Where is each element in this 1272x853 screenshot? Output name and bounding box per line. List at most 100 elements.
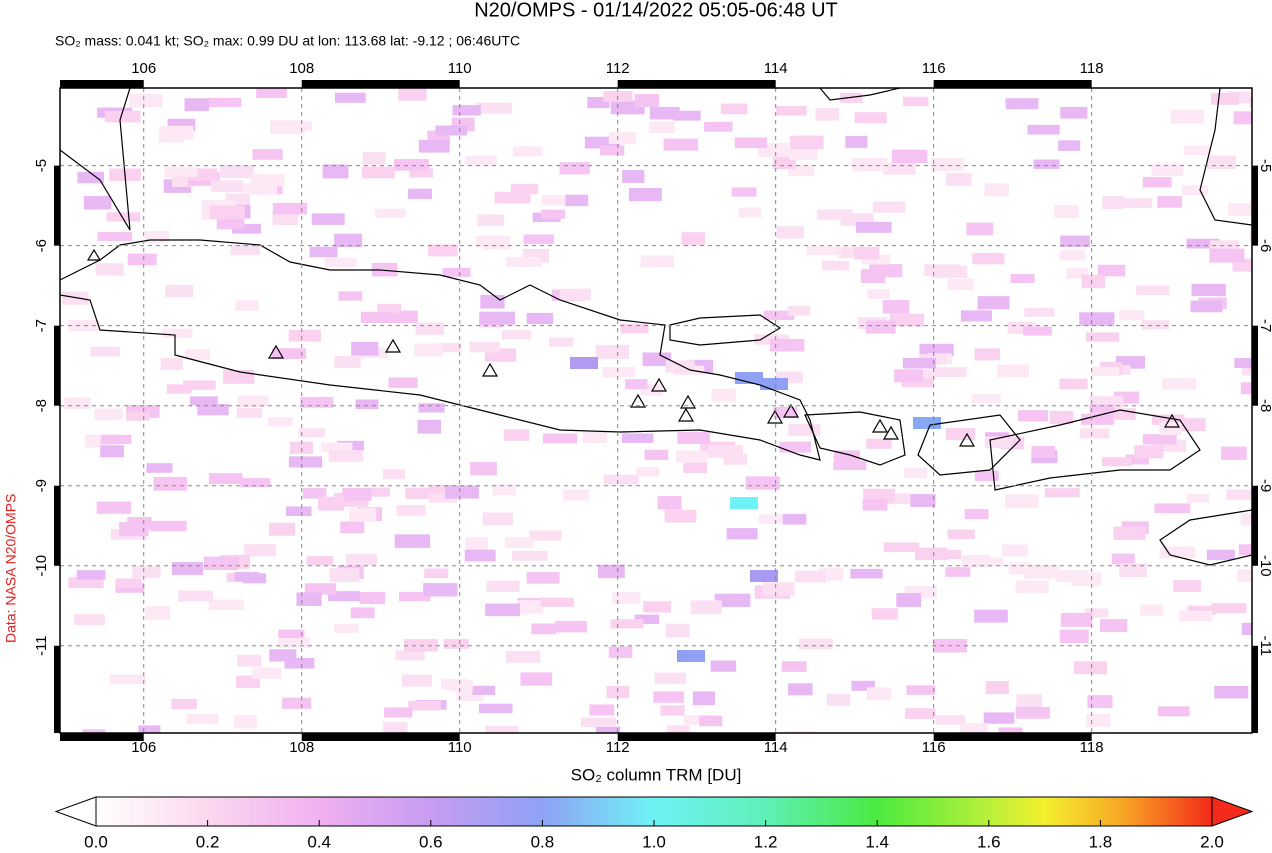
lon-tick-label-bottom: 106 [131, 739, 156, 756]
background-pixel [109, 674, 146, 685]
background-pixel [1240, 512, 1252, 526]
colorbar-tick-label: 1.4 [865, 832, 889, 851]
background-pixel [492, 484, 516, 496]
background-pixel [1113, 526, 1146, 541]
background-pixel [324, 257, 357, 267]
background-pixel [1023, 326, 1052, 336]
background-pixel [309, 246, 338, 258]
background-pixel [62, 291, 89, 305]
background-pixel [1151, 163, 1184, 176]
background-pixel [936, 715, 965, 725]
background-pixel [1059, 629, 1089, 644]
background-pixel [612, 592, 641, 605]
background-pixel [334, 356, 361, 368]
background-pixel [288, 329, 321, 342]
background-pixel [100, 434, 132, 445]
background-pixel [865, 320, 896, 334]
background-pixel [600, 145, 625, 156]
background-pixel [667, 725, 690, 733]
background-pixel [763, 310, 795, 321]
background-pixel [542, 433, 578, 444]
frame-band [301, 733, 460, 741]
background-pixel [304, 583, 337, 595]
background-pixel [342, 488, 372, 501]
background-pixel [1170, 109, 1205, 124]
background-pixel [435, 125, 468, 136]
background-pixel [94, 408, 123, 421]
background-pixel [1084, 608, 1109, 618]
background-pixel [1221, 446, 1247, 460]
background-pixel [1016, 694, 1043, 708]
background-pixel [423, 583, 458, 597]
background-pixel [1089, 404, 1115, 414]
background-pixel [526, 572, 560, 584]
background-pixel [242, 183, 270, 193]
background-pixel [236, 407, 263, 418]
background-pixel [708, 445, 744, 458]
background-pixel [284, 657, 315, 669]
background-pixel [346, 553, 377, 565]
background-pixel [90, 346, 120, 357]
background-pixel [383, 722, 408, 733]
background-pixel [782, 513, 807, 525]
background-pixel [333, 623, 359, 633]
background-pixel [1015, 706, 1050, 719]
background-pixel [851, 680, 875, 691]
background-pixel [866, 687, 892, 701]
background-pixel [833, 460, 867, 471]
background-pixel [1001, 544, 1028, 557]
background-pixel [1081, 274, 1106, 289]
background-pixel [127, 253, 157, 266]
background-pixel [905, 708, 936, 719]
lat-tick-label-left: -8 [33, 399, 50, 412]
background-pixel [68, 320, 99, 332]
background-pixel [649, 106, 680, 120]
background-pixel [1031, 445, 1055, 458]
background-pixel [1186, 493, 1210, 503]
background-pixel [1117, 198, 1153, 209]
background-pixel [883, 542, 920, 553]
background-pixel [355, 399, 379, 410]
background-pixel [681, 232, 705, 246]
background-pixel [414, 343, 444, 357]
frame-band [617, 733, 776, 741]
background-pixel [437, 343, 462, 353]
background-pixel [683, 462, 708, 474]
background-pixel [237, 395, 269, 408]
background-pixel [240, 478, 271, 488]
background-pixel [1091, 366, 1120, 377]
background-pixel [1060, 106, 1088, 119]
background-pixel [998, 727, 1023, 733]
background-pixel [760, 378, 788, 390]
background-pixel [945, 428, 976, 441]
background-pixel [145, 606, 171, 620]
background-pixel [271, 348, 307, 360]
background-pixel [479, 311, 516, 325]
background-pixel [388, 377, 418, 388]
background-pixel [570, 357, 598, 369]
background-pixel [867, 289, 890, 299]
frame-band [54, 645, 60, 733]
background-pixel [690, 600, 722, 615]
background-pixel [277, 121, 313, 132]
background-pixel [362, 151, 386, 165]
background-pixel [584, 136, 621, 149]
background-pixel [1184, 145, 1212, 156]
background-pixel [1015, 580, 1049, 593]
background-pixel [826, 693, 851, 706]
background-pixel [565, 194, 589, 207]
background-pixel [653, 691, 684, 703]
background-pixel [889, 313, 925, 327]
background-pixel [781, 661, 807, 672]
background-pixel [104, 110, 141, 123]
background-pixel [1033, 159, 1060, 169]
map-frame [59, 87, 1253, 734]
lon-tick-label-top: 110 [448, 60, 472, 77]
colorbar-label: SO₂ column TRM [DU] [571, 765, 742, 784]
background-pixel [1086, 713, 1111, 727]
background-pixel [945, 173, 972, 186]
background-pixel [634, 94, 660, 108]
background-pixel [1238, 544, 1252, 556]
background-pixel [902, 96, 929, 107]
frame-band [60, 733, 144, 741]
